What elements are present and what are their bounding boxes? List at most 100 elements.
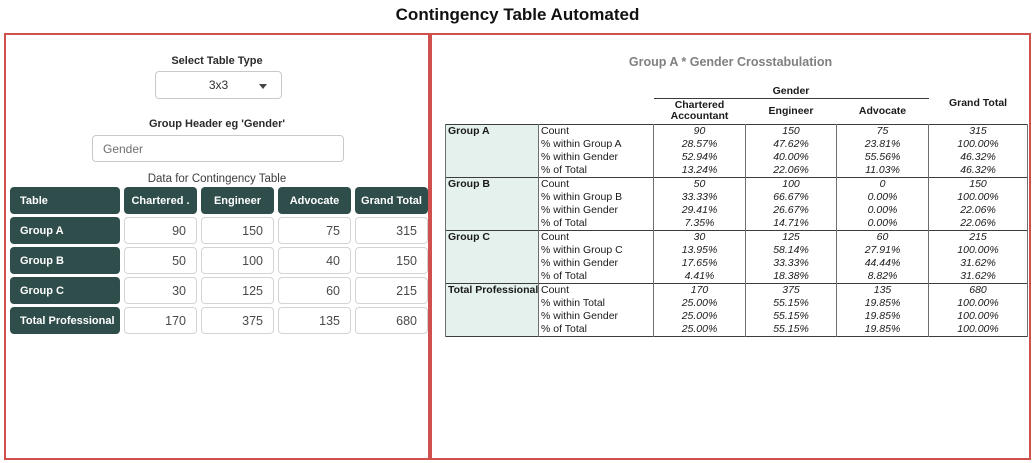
crosstab-value-cell: 75 [835, 124, 929, 138]
crosstab-panel: Group A * Gender Crosstabulation Gender … [430, 33, 1031, 460]
crosstab-stat-label: Count [538, 283, 654, 297]
input-table-cell-r3c1[interactable]: 375 [201, 307, 274, 334]
crosstab-value-cell: 25.00% [653, 322, 746, 336]
table-row: % within Group A 28.57% 47.62% 23.81% 100.00… [446, 137, 1029, 151]
input-table-cell-r3c0[interactable]: 170 [124, 307, 197, 334]
crosstab-section-3: Total Professional Count 170 375 135 680% wit… [445, 283, 1029, 336]
crosstab-value-cell: 33.33% [745, 256, 837, 270]
input-table-cell-r0c1[interactable]: 150 [201, 217, 274, 244]
crosstab-value-cell: 46.32% [928, 163, 1029, 177]
crosstab-value-cell: 29.41% [653, 203, 746, 217]
crosstab-value-cell: 22.06% [928, 216, 1029, 230]
crosstab-stat-label: % within Gender [538, 256, 654, 270]
input-table-cell-r0c3[interactable]: 315 [355, 217, 428, 244]
crosstab-value-cell: 125 [745, 230, 837, 244]
table-row: % of Total 7.35% 14.71% 0.00% 22.06% [446, 216, 1029, 230]
crosstab-value-cell: 100.00% [928, 137, 1029, 151]
crosstab-value-cell: 23.81% [835, 137, 929, 151]
grand-total-header: Grand Total [948, 97, 1008, 110]
crosstab-stat-label: % within Group B [538, 190, 654, 204]
column-header-chartered-accountant: Chartered Accountant [670, 99, 729, 122]
crosstab-value-cell: 19.85% [835, 309, 929, 323]
table-row: % of Total 13.24% 22.06% 11.03% 46.32% [446, 163, 1029, 177]
input-table-row-label-0: Group A [10, 217, 120, 244]
gender-header: Gender [653, 83, 929, 99]
table-row: % of Total 4.41% 18.38% 8.82% 31.62% [446, 269, 1029, 283]
crosstab-header: Gender Grand Total Chartered Accountant … [446, 83, 1028, 124]
crosstab-header-spacer [446, 83, 654, 124]
data-table-caption: Data for Contingency Table [147, 173, 287, 185]
crosstab-value-cell: 22.06% [928, 203, 1029, 217]
input-table-cell-r0c2[interactable]: 75 [278, 217, 351, 244]
crosstab-value-cell: 18.38% [745, 269, 837, 283]
crosstab-value-cell: 47.62% [745, 137, 837, 151]
input-table-cell-r2c3[interactable]: 215 [355, 277, 428, 304]
input-table-header-4: Grand Total [355, 187, 428, 214]
crosstab-value-cell: 52.94% [653, 150, 746, 164]
crosstab-value-cell: 170 [653, 283, 746, 297]
crosstab-value-cell: 315 [928, 124, 1029, 138]
table-row: % within Group C 13.95% 58.14% 27.91% 100.00… [446, 243, 1029, 257]
input-table-cell-r0c0[interactable]: 90 [124, 217, 197, 244]
table-row: Group A Count 90 150 75 315 [445, 124, 1029, 177]
input-table-cell-r1c2[interactable]: 40 [278, 247, 351, 274]
crosstab-value-cell: 30 [653, 230, 746, 244]
input-table-cell-r1c0[interactable]: 50 [124, 247, 197, 274]
input-table-header-2: Engineer [201, 187, 274, 214]
table-row: % within Group B 33.33% 66.67% 0.00% 100.00% [446, 190, 1029, 204]
crosstab-value-cell: 215 [928, 230, 1029, 244]
crosstab-stat-label: % of Total [538, 269, 654, 283]
table-type-selected-value: 3x3 [208, 78, 229, 92]
crosstab-value-cell: 13.24% [653, 163, 746, 177]
crosstab-value-cell: 100.00% [928, 190, 1029, 204]
table-row: Group C Count 30 125 60 215 [445, 230, 1029, 283]
crosstab-value-cell: 100.00% [928, 309, 1029, 323]
input-table-cell-r3c3[interactable]: 680 [355, 307, 428, 334]
table-row: % within Total 25.00% 55.15% 19.85% 100.00% [446, 296, 1029, 310]
crosstab-value-cell: 33.33% [653, 190, 746, 204]
crosstab-value-cell: 100.00% [928, 322, 1029, 336]
crosstab-section-2: Group C Count 30 125 60 215% within Group C 13… [445, 230, 1029, 283]
group-header-label: Group Header eg 'Gender' [148, 118, 286, 130]
crosstab-section-1: Group B Count 50 100 0 150% within Group B 33.… [445, 177, 1029, 230]
input-table-cell-r2c1[interactable]: 125 [201, 277, 274, 304]
table-type-select[interactable]: 3x3 [155, 71, 282, 99]
input-table-cell-r3c2[interactable]: 135 [278, 307, 351, 334]
group-header-input[interactable] [92, 135, 344, 162]
chevron-down-icon [259, 84, 267, 89]
crosstab-value-cell: 150 [928, 177, 1029, 191]
input-table-cell-r2c2[interactable]: 60 [278, 277, 351, 304]
crosstab-group-label: Group A [445, 124, 539, 177]
input-table: Table Chartered . Engineer Advocate Grand To… [10, 187, 428, 334]
table-row: % of Total 25.00% 55.15% 19.85% 100.00% [446, 322, 1029, 336]
crosstab-value-cell: 40.00% [745, 150, 837, 164]
crosstab-stat-label: % within Gender [538, 309, 654, 323]
table-row: Group B Count 50 100 0 150 [445, 177, 1029, 230]
crosstab-value-cell: 100.00% [928, 243, 1029, 257]
crosstab-stat-label: % within Gender [538, 203, 654, 217]
table-row: Total Professional Count 170 375 135 680 [445, 283, 1029, 336]
crosstab-value-cell: 7.35% [653, 216, 746, 230]
crosstab-value-cell: 19.85% [835, 322, 929, 336]
input-table-cell-r2c0[interactable]: 30 [124, 277, 197, 304]
table-row: % within Gender 52.94% 40.00% 55.56% 46.32% [446, 150, 1029, 164]
crosstab-value-cell: 150 [745, 124, 837, 138]
crosstab-group-label: Total Professional [445, 283, 539, 336]
crosstab-group-label: Group C [445, 230, 539, 283]
crosstab-value-cell: 0.00% [835, 190, 929, 204]
crosstab-value-cell: 55.15% [745, 322, 837, 336]
crosstab-value-cell: 100.00% [928, 296, 1029, 310]
input-table-cell-r1c3[interactable]: 150 [355, 247, 428, 274]
crosstab-stat-label: Count [538, 124, 654, 138]
crosstab-value-cell: 58.14% [745, 243, 837, 257]
crosstab-value-cell: 4.41% [653, 269, 746, 283]
page-title: Contingency Table Automated [395, 5, 640, 24]
input-table-cell-r1c1[interactable]: 100 [201, 247, 274, 274]
crosstab-group-label: Group B [445, 177, 539, 230]
crosstab-value-cell: 31.62% [928, 256, 1029, 270]
crosstab-value-cell: 55.56% [835, 150, 929, 164]
crosstab-value-cell: 0 [835, 177, 929, 191]
crosstab-value-cell: 55.15% [745, 296, 837, 310]
crosstab-stat-label: % of Total [538, 216, 654, 230]
crosstab-value-cell: 25.00% [653, 296, 746, 310]
